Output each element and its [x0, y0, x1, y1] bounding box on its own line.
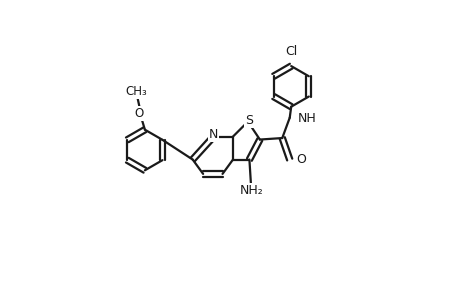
Text: O: O	[296, 153, 306, 166]
Text: O: O	[134, 107, 143, 120]
Text: NH₂: NH₂	[239, 184, 263, 196]
Text: Cl: Cl	[285, 45, 297, 58]
Text: NH: NH	[297, 112, 316, 125]
Text: CH₃: CH₃	[125, 85, 146, 98]
Text: S: S	[245, 114, 253, 127]
Text: N: N	[208, 128, 218, 141]
